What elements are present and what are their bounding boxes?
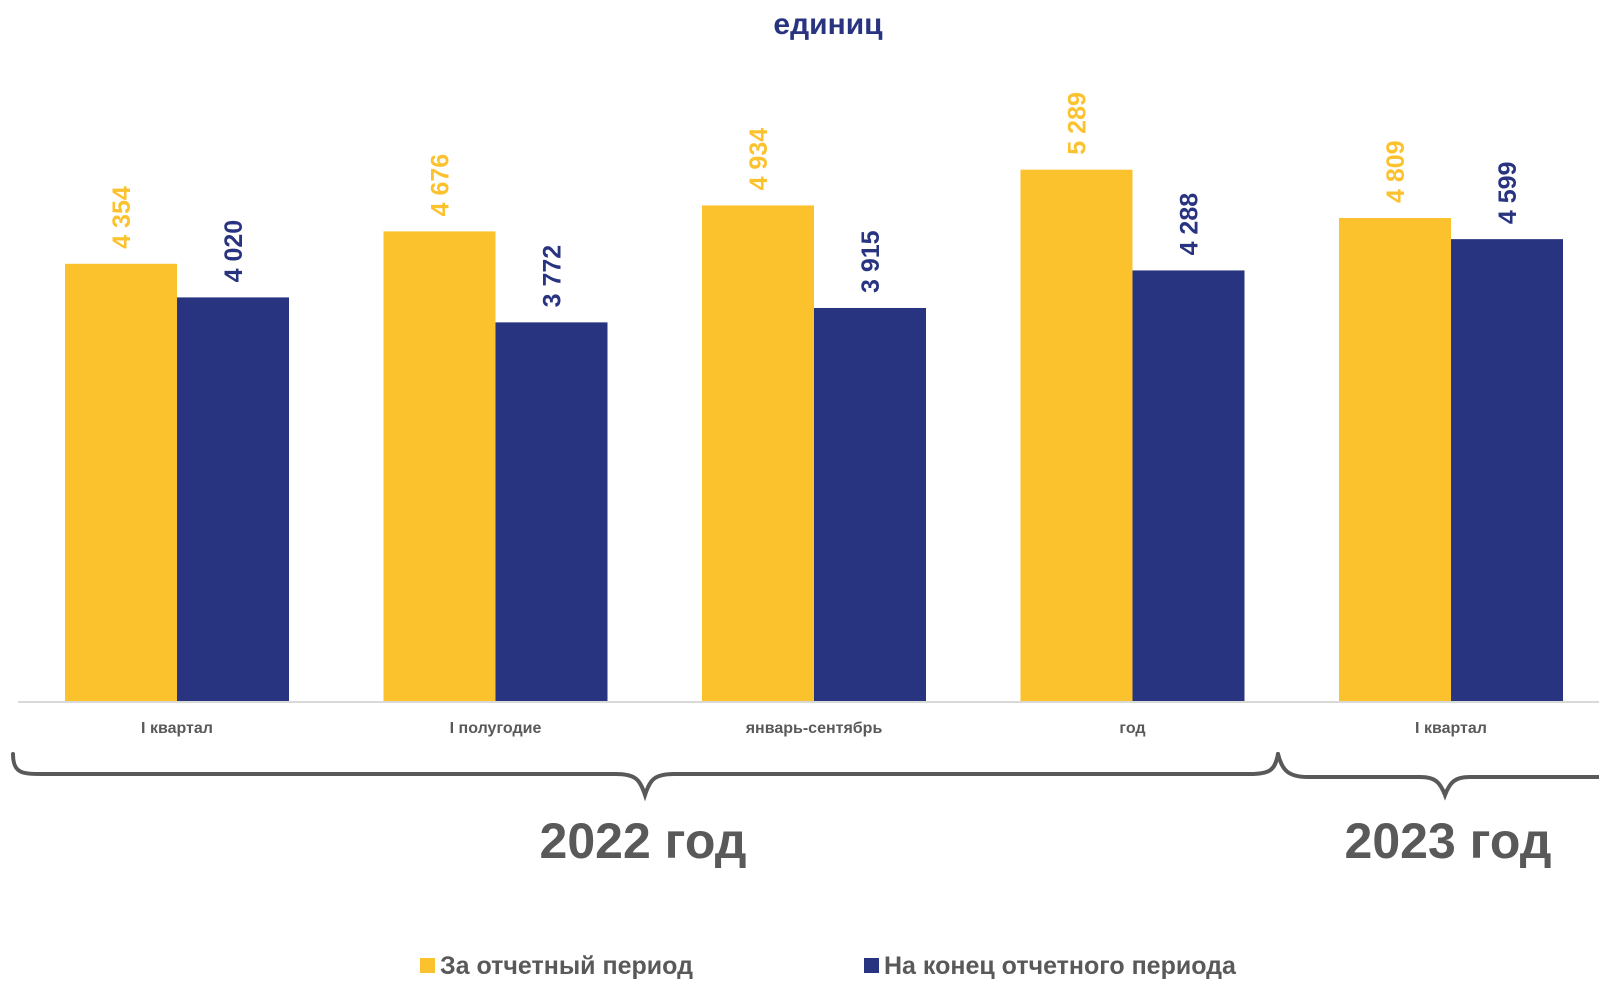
chart-title: единиц (773, 8, 883, 41)
legend-label-end-of-period: На конец отчетного периода (884, 952, 1237, 980)
bars (65, 169, 1563, 702)
legend-swatch-reporting-period (420, 958, 435, 973)
category-label-0: I квартал (141, 720, 213, 737)
value-label-s0-c1: 4 676 (427, 154, 455, 217)
value-label-s0-c2: 4 934 (745, 128, 773, 191)
value-label-s1-c1: 3 772 (539, 245, 567, 308)
category-label-1: I полугодие (450, 720, 542, 737)
bar-s1-c2 (814, 307, 926, 702)
year-brace-2022 (11, 752, 1280, 802)
bar-s1-c4 (1451, 239, 1563, 702)
value-label-s0-c0: 4 354 (108, 186, 136, 249)
bar-s1-c0 (177, 297, 289, 702)
value-label-s1-c2: 3 915 (857, 230, 885, 293)
value-label-s0-c4: 4 809 (1382, 140, 1410, 203)
bar-s0-c0 (65, 263, 177, 702)
category-label-3: год (1119, 720, 1145, 737)
legend-swatch-end-of-period (864, 958, 879, 973)
value-labels: 4 354 4 020 4 676 3 772 4 934 3 915 5 289 4 288… (108, 92, 1522, 307)
bar-s0-c4 (1339, 217, 1451, 702)
legend-label-reporting-period: За отчетный период (440, 952, 693, 980)
value-label-s1-c0: 4 020 (220, 220, 248, 283)
bar-s0-c3 (1020, 169, 1133, 702)
bar-s1-c1 (495, 322, 608, 702)
year-label-2023: 2023 год (1345, 813, 1552, 869)
bar-s0-c2 (702, 205, 814, 702)
value-label-s0-c3: 5 289 (1064, 92, 1092, 155)
year-label-2022: 2022 год (540, 813, 747, 869)
value-label-s1-c3: 4 288 (1176, 193, 1204, 256)
bar-s0-c1 (383, 231, 496, 702)
category-label-2: январь-сентябрь (745, 720, 883, 737)
legend: За отчетный период На конец отчетного пе… (420, 952, 1237, 980)
year-brace-2023 (1276, 752, 1599, 801)
category-label-4: I квартал (1415, 720, 1487, 737)
value-label-s1-c4: 4 599 (1494, 162, 1522, 225)
category-labels: I квартал I полугодие январь-сентябрь год I … (141, 720, 1487, 737)
bar-s1-c3 (1132, 270, 1245, 702)
